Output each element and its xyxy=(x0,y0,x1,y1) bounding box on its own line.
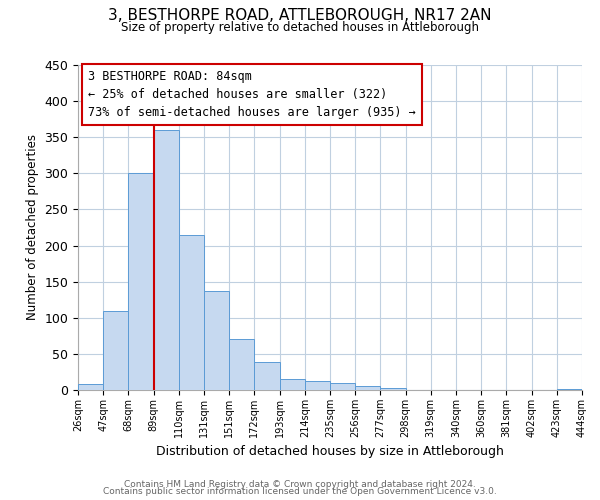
Bar xyxy=(154,130,179,390)
Bar xyxy=(128,174,154,390)
Text: 3, BESTHORPE ROAD, ATTLEBOROUGH, NR17 2AN: 3, BESTHORPE ROAD, ATTLEBOROUGH, NR17 2A… xyxy=(108,8,492,22)
Text: 3 BESTHORPE ROAD: 84sqm
← 25% of detached houses are smaller (322)
73% of semi-d: 3 BESTHORPE ROAD: 84sqm ← 25% of detache… xyxy=(88,70,416,119)
Bar xyxy=(280,379,305,390)
Text: Contains public sector information licensed under the Open Government Licence v3: Contains public sector information licen… xyxy=(103,487,497,496)
Bar xyxy=(330,383,355,390)
Text: Size of property relative to detached houses in Attleborough: Size of property relative to detached ho… xyxy=(121,21,479,34)
Text: Contains HM Land Registry data © Crown copyright and database right 2024.: Contains HM Land Registry data © Crown c… xyxy=(124,480,476,489)
Bar xyxy=(78,384,103,390)
Bar xyxy=(103,310,128,390)
Bar xyxy=(380,388,406,390)
Bar xyxy=(305,380,330,390)
Bar xyxy=(229,340,254,390)
Bar xyxy=(557,388,582,390)
Bar xyxy=(204,291,229,390)
Bar xyxy=(355,386,380,390)
Bar xyxy=(254,362,280,390)
Y-axis label: Number of detached properties: Number of detached properties xyxy=(26,134,39,320)
Bar xyxy=(179,234,204,390)
X-axis label: Distribution of detached houses by size in Attleborough: Distribution of detached houses by size … xyxy=(156,446,504,458)
